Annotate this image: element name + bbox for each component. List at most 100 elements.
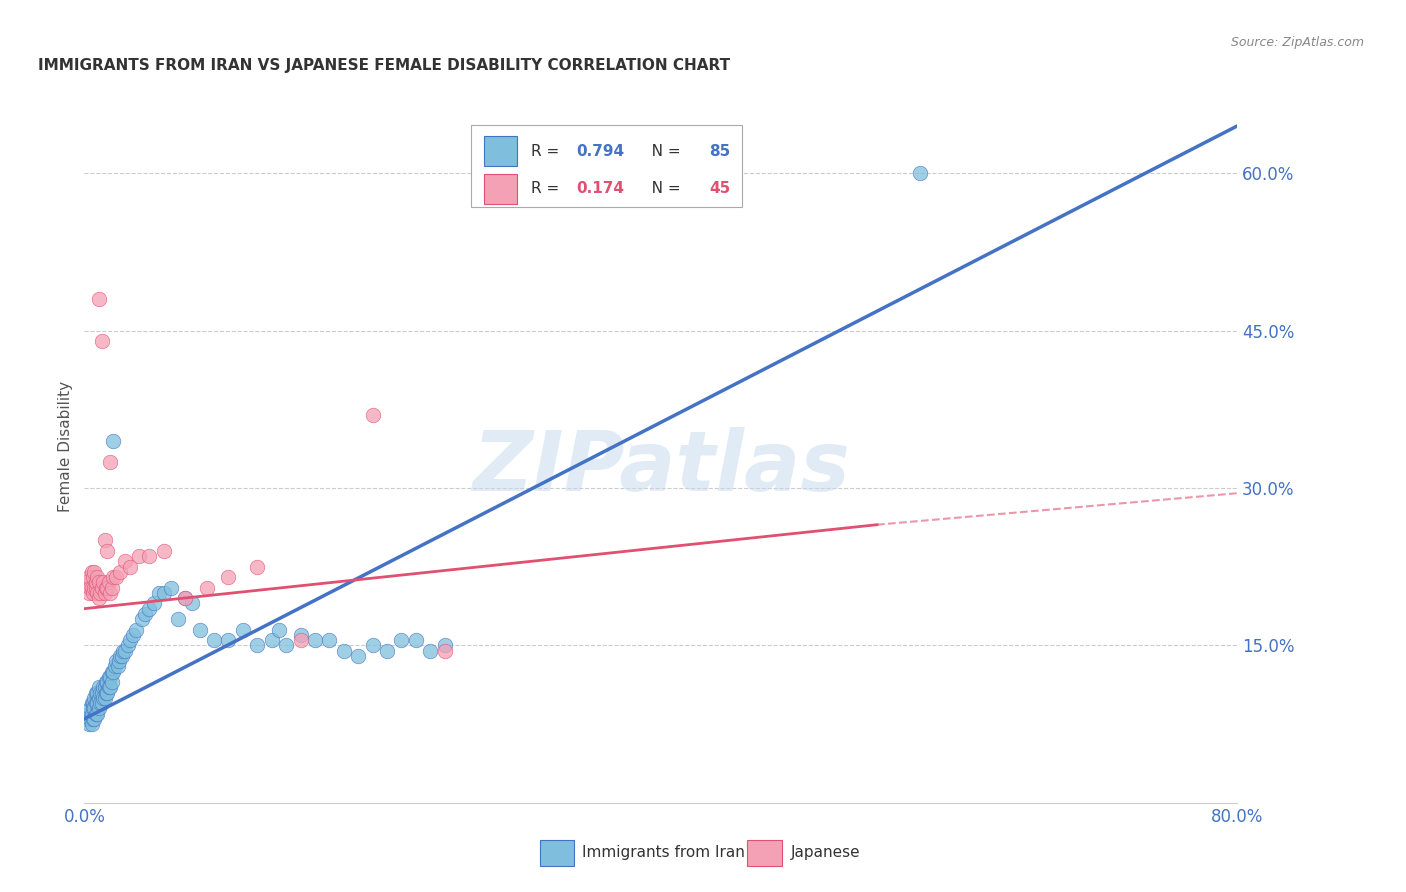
- Point: [84, 706, 107, 721]
- Point: [100, 675, 122, 690]
- Point: [93, 586, 115, 600]
- Point: [87, 701, 110, 715]
- Point: [77, 717, 100, 731]
- Y-axis label: Female Disability: Female Disability: [58, 380, 73, 512]
- Point: [148, 586, 170, 600]
- Point: [103, 665, 124, 679]
- Point: [131, 612, 153, 626]
- Point: [128, 549, 150, 564]
- Point: [125, 623, 148, 637]
- Point: [218, 633, 240, 648]
- Point: [375, 643, 398, 657]
- Point: [97, 681, 120, 695]
- Point: [202, 633, 225, 648]
- Point: [90, 334, 112, 348]
- Point: [105, 570, 128, 584]
- Point: [83, 712, 105, 726]
- Point: [87, 575, 110, 590]
- Point: [86, 706, 108, 721]
- Text: Source: ZipAtlas.com: Source: ZipAtlas.com: [1230, 36, 1364, 49]
- Point: [96, 685, 118, 699]
- Point: [79, 581, 101, 595]
- Point: [94, 685, 117, 699]
- Point: [246, 639, 269, 653]
- Point: [77, 706, 100, 721]
- Point: [77, 570, 100, 584]
- Point: [107, 659, 129, 673]
- Point: [94, 675, 117, 690]
- Point: [152, 586, 174, 600]
- Point: [79, 712, 101, 726]
- Point: [117, 639, 139, 653]
- Text: N =: N =: [637, 144, 685, 159]
- Point: [97, 670, 120, 684]
- Point: [77, 586, 100, 600]
- Point: [83, 690, 105, 705]
- Point: [195, 581, 218, 595]
- Point: [120, 633, 142, 648]
- Text: R =: R =: [530, 181, 568, 196]
- Point: [80, 696, 103, 710]
- Point: [84, 685, 107, 699]
- Point: [290, 633, 312, 648]
- Point: [91, 575, 114, 590]
- Point: [80, 565, 103, 579]
- Point: [112, 643, 135, 657]
- Point: [405, 633, 427, 648]
- Point: [111, 648, 134, 663]
- Point: [122, 628, 145, 642]
- Point: [90, 581, 112, 595]
- Point: [87, 591, 110, 606]
- Point: [97, 575, 120, 590]
- Point: [87, 690, 110, 705]
- Point: [174, 591, 197, 606]
- Point: [93, 681, 115, 695]
- Point: [160, 581, 183, 595]
- Point: [142, 596, 165, 610]
- Point: [87, 681, 110, 695]
- Point: [82, 696, 104, 710]
- Point: [232, 623, 254, 637]
- Point: [419, 643, 441, 657]
- Point: [84, 581, 107, 595]
- Bar: [485, 174, 517, 204]
- Point: [181, 596, 204, 610]
- Point: [138, 549, 160, 564]
- Point: [96, 581, 118, 595]
- Point: [98, 455, 121, 469]
- Point: [80, 717, 103, 731]
- Point: [93, 533, 115, 548]
- Point: [134, 607, 156, 621]
- Bar: [748, 840, 782, 865]
- Point: [82, 712, 104, 726]
- Point: [91, 690, 114, 705]
- Point: [114, 554, 136, 568]
- Point: [433, 643, 456, 657]
- Point: [94, 581, 117, 595]
- Point: [347, 648, 370, 663]
- Text: Immigrants from Iran: Immigrants from Iran: [582, 846, 745, 860]
- Point: [361, 408, 384, 422]
- Point: [260, 633, 283, 648]
- Point: [100, 665, 122, 679]
- Point: [89, 586, 111, 600]
- Point: [333, 643, 356, 657]
- Point: [218, 570, 240, 584]
- Bar: [485, 136, 517, 166]
- Point: [80, 706, 103, 721]
- Point: [84, 575, 107, 590]
- Point: [910, 166, 932, 180]
- Point: [110, 565, 132, 579]
- Point: [82, 570, 104, 584]
- Point: [290, 628, 312, 642]
- Point: [98, 670, 121, 684]
- Point: [80, 581, 103, 595]
- Point: [84, 696, 107, 710]
- Text: 45: 45: [709, 181, 731, 196]
- Point: [108, 654, 131, 668]
- Point: [82, 701, 104, 715]
- Point: [76, 575, 98, 590]
- Point: [86, 696, 108, 710]
- Point: [96, 544, 118, 558]
- Point: [174, 591, 197, 606]
